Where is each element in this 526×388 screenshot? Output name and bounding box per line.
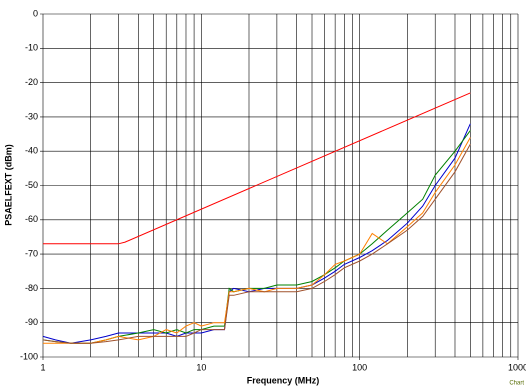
y-tick-label: -80 [25,283,38,293]
y-tick-label: -50 [25,180,38,190]
x-tick-label: 100 [352,362,367,372]
x-tick-label: 10 [196,362,206,372]
x-tick-label: 1 [40,362,45,372]
y-tick-label: -60 [25,214,38,224]
y-axis-label: PSAELFEXT (dBm) [3,144,13,226]
series-line [42,123,471,344]
y-tick-label: -100 [20,351,38,361]
y-tick-label: -20 [25,77,38,87]
annotation: Chart [509,381,524,387]
series-line [43,137,471,344]
series-line [43,92,471,245]
y-tick-label: -90 [25,317,38,327]
y-tick-label: 0 [33,8,38,18]
series-line [42,144,471,344]
series-line [42,130,471,344]
x-axis-label: Frequency (MHz) [247,375,320,385]
y-tick-label: -10 [25,43,38,53]
x-tick-label: 1000 [508,362,526,372]
y-tick-label: -40 [25,146,38,156]
y-tick-label: -70 [25,248,38,258]
y-tick-label: -30 [25,111,38,121]
